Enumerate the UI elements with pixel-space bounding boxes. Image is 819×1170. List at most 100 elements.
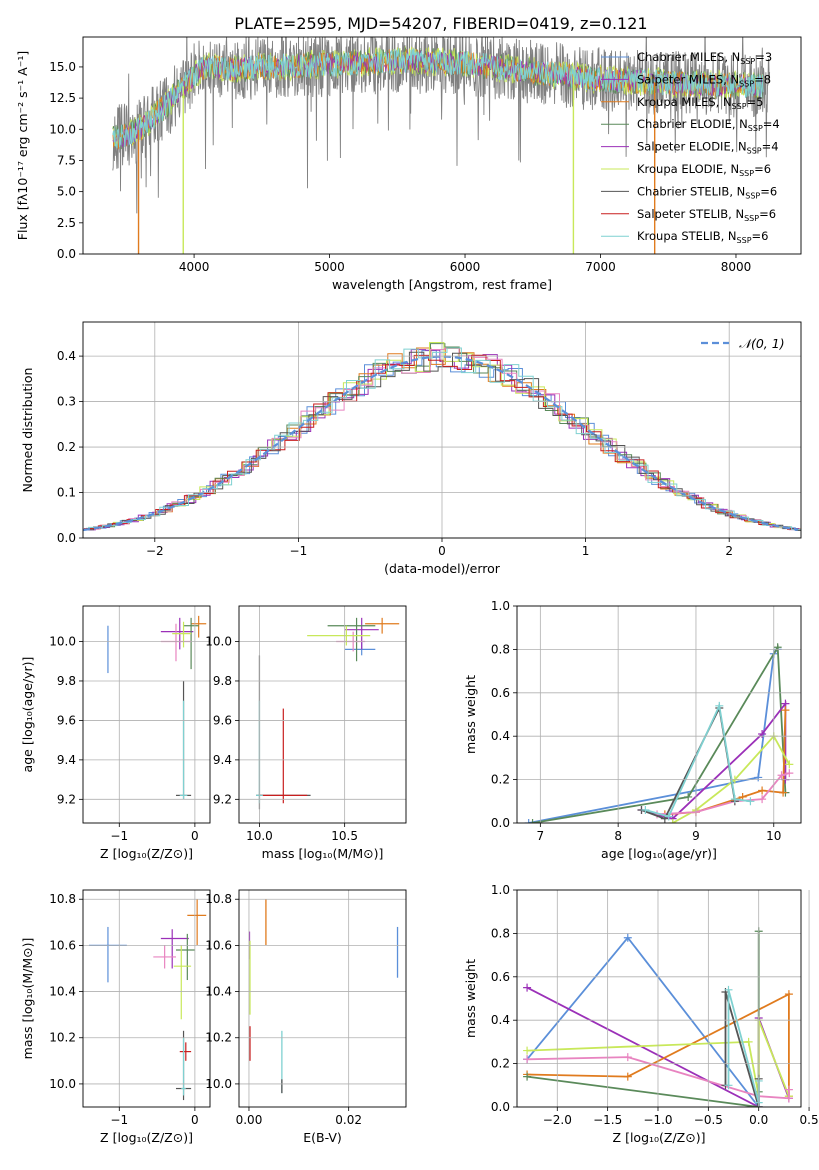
x-axis-label: (data-model)/error [384, 561, 501, 576]
figure-title: PLATE=2595, MJD=54207, FIBERID=0419, z=0… [234, 14, 647, 33]
y-tick-label: 10.0 [205, 1077, 232, 1091]
y-tick-label: 10.4 [49, 985, 76, 999]
x-axis-label: Z [log₁₀(Z/Z⊙)] [100, 1130, 193, 1145]
y-tick-label: 0.0 [491, 816, 510, 830]
weight-point [754, 773, 763, 782]
weight-point [641, 805, 650, 814]
axes-frame [82, 605, 211, 824]
x-tick-label: 0.0 [749, 1113, 768, 1127]
y-tick-label: 0.4 [491, 729, 510, 743]
y-tick-label: 10.2 [49, 1031, 76, 1045]
y-axis-label: Flux [fλ10⁻¹⁷ erg cm⁻² s⁻¹ A⁻¹] [15, 51, 30, 240]
x-tick-label: 0.02 [335, 1113, 362, 1127]
y-tick-label: 0.2 [491, 773, 510, 787]
y-tick-label: 0.3 [57, 395, 76, 409]
x-tick-label: 7000 [585, 260, 616, 274]
plot-area-mass-vs-ebv [248, 899, 399, 1094]
x-tick-label: 2 [725, 544, 733, 558]
x-tick-label: 7 [537, 829, 545, 843]
legend-entry: Salpeter ELODIE, NSSP=4 [637, 140, 779, 156]
x-tick-label: 4000 [179, 260, 210, 274]
axes-frame [82, 889, 211, 1108]
x-tick-label: 0 [191, 1113, 199, 1127]
x-tick-label: 0.5 [800, 1113, 819, 1127]
weight-point [758, 795, 767, 804]
y-tick-label: 5.0 [57, 185, 76, 199]
x-tick-label: −1 [110, 1113, 128, 1127]
y-tick-label: 10.4 [205, 985, 232, 999]
weight-point [779, 788, 788, 797]
plot-area-massweight-vs-age [524, 643, 794, 823]
y-tick-label: 9.6 [57, 713, 76, 727]
y-tick-label: 12.5 [49, 91, 76, 105]
weight-point [528, 819, 537, 823]
legend-entry: Salpeter MILES, NSSP=8 [637, 72, 771, 88]
x-tick-label: 0 [438, 544, 446, 558]
weight-point [623, 1053, 632, 1062]
legend-entry: 𝒩(0, 1) [739, 336, 785, 351]
weight-point [785, 769, 794, 778]
x-tick-label: −1 [290, 544, 308, 558]
y-tick-label: 15.0 [49, 60, 76, 74]
legend-entry: Kroupa STELIB, NSSP=6 [637, 229, 768, 245]
plot-area-age-vs-mass [256, 617, 400, 810]
legend-entry: Chabrier MILES, NSSP=3 [637, 50, 772, 66]
y-tick-label: 0.8 [491, 926, 510, 940]
y-tick-label: 10.0 [49, 635, 76, 649]
axes-frame [238, 605, 407, 824]
plot-area-age-vs-Z [107, 615, 207, 800]
weight-point [758, 786, 767, 795]
y-tick-label: 10.6 [205, 938, 232, 952]
y-tick-label: 10.8 [49, 892, 76, 906]
panel-spectrum: 4000 5000 6000 7000 8000 0.0 2.5 5.0 7.5 10.0 12.5… [15, 36, 802, 292]
y-tick-label: 10.8 [205, 892, 232, 906]
x-tick-label: 9 [692, 829, 700, 843]
x-tick-label: −1 [110, 829, 128, 843]
y-tick-label: 9.4 [57, 753, 76, 767]
y-tick-label: 9.4 [213, 753, 232, 767]
weight-point [784, 1085, 793, 1094]
weight-point [523, 1055, 532, 1064]
weight-point [664, 812, 673, 821]
x-tick-label: 0.00 [236, 1113, 263, 1127]
y-tick-label: 10.6 [49, 938, 76, 952]
axes-frame [516, 889, 802, 1108]
y-tick-label: 9.6 [213, 713, 232, 727]
x-tick-label: 1 [582, 544, 590, 558]
legend-entry: Chabrier ELODIE, NSSP=4 [637, 117, 780, 133]
y-tick-label: 10.0 [205, 635, 232, 649]
y-tick-label: 10.0 [49, 122, 76, 136]
weight-point [781, 706, 790, 715]
y-tick-label: 0.8 [491, 642, 510, 656]
y-axis-label: age [log₁₀(age/yr)] [20, 657, 35, 773]
panel-mass-vs-Z: −1 0 10.0 10.2 10.4 10.6 10.8 Z [log₁₀(Z/Z⊙)] ma… [20, 889, 211, 1145]
axes-frame [238, 889, 407, 1108]
weight-series-line [727, 989, 760, 1103]
y-tick-label: 10.2 [205, 1031, 232, 1045]
weight-point [623, 933, 632, 942]
weight-point [744, 1037, 753, 1046]
weight-point [715, 701, 724, 710]
y-tick-label: 10.0 [49, 1077, 76, 1091]
weight-point [746, 797, 755, 806]
weight-point [730, 795, 739, 804]
x-axis-label: Z [log₁₀(Z/Z⊙)] [100, 846, 193, 861]
y-tick-label: 0.6 [491, 970, 510, 984]
weight-point [523, 1046, 532, 1055]
axes-frame [82, 321, 802, 539]
y-axis-label: mass [log₁₀(M/M⊙)] [20, 938, 35, 1060]
weight-series-line [724, 991, 760, 1107]
weight-point [684, 792, 693, 801]
x-tick-label: 8000 [721, 260, 752, 274]
weight-point [784, 1094, 793, 1103]
weight-point [623, 1072, 632, 1081]
y-tick-label: 9.2 [57, 792, 76, 806]
x-tick-label: 6000 [450, 260, 481, 274]
legend-entry: Chabrier STELIB, NSSP=6 [637, 184, 777, 200]
x-axis-label: E(B-V) [303, 1130, 342, 1145]
weight-point [523, 1072, 532, 1081]
x-tick-label: 10.5 [331, 829, 358, 843]
y-tick-label: 0.0 [57, 531, 76, 545]
weight-point [523, 983, 532, 992]
